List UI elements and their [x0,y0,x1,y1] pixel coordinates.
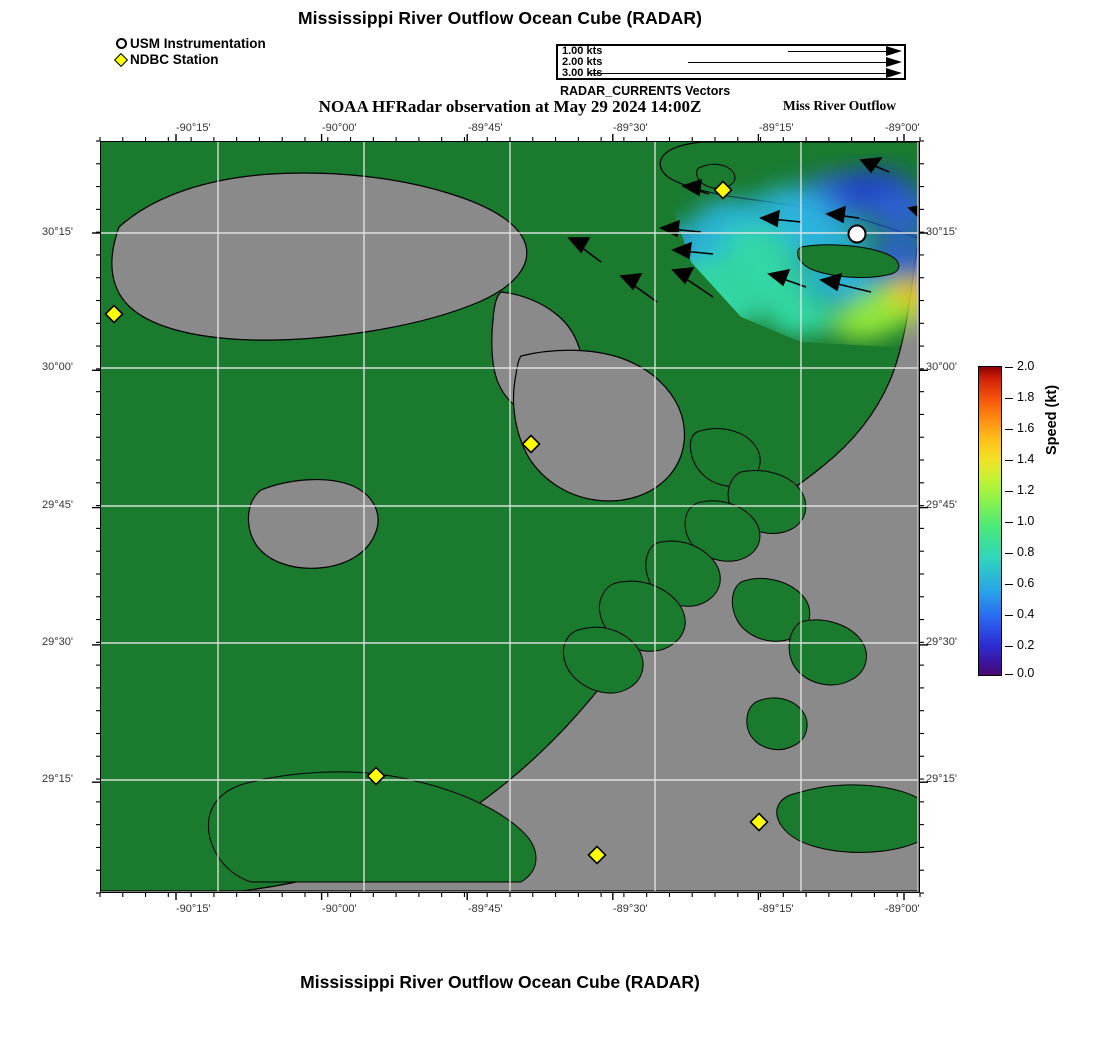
colorbar-tick-label: 1.6 [1017,421,1035,435]
colorbar-gradient: 2.0 1.8 1.6 1.4 1.2 1.0 0.8 0.6 0.4 0.2 … [978,359,1034,680]
lat-tick-label: 29°15' [926,773,957,785]
legend-item-ndbc-label: NDBC Station [130,52,219,67]
diamond-marker-icon [112,52,130,67]
vector-legend-caption: RADAR_CURRENTS Vectors [560,84,731,98]
vector-arrowhead [886,46,902,56]
colorbar-tick-label: 1.2 [1017,483,1035,497]
colorbar-tick-label: 0.0 [1017,666,1035,680]
vector-arrowhead [886,68,902,78]
lon-tick-label: -90°00' [322,122,357,134]
lon-tick-label: -90°15' [176,903,211,915]
vector-scale-label-2: 2.00 kts [562,56,603,68]
vector-arrowhead [886,57,902,67]
ndbc-station-marker [713,180,733,200]
ndbc-station-markers[interactable] [104,180,769,865]
legend-item-usm-label: USM Instrumentation [130,36,266,51]
lon-tick-label: -89°45' [468,903,503,915]
marker-legend: USM Instrumentation NDBC Station [112,36,266,68]
colorbar: 2.0 1.8 1.6 1.4 1.2 1.0 0.8 0.6 0.4 0.2 … [978,359,1034,680]
lon-tick-label: -89°00' [885,903,920,915]
lat-tick-label: 29°15' [42,773,73,785]
vector-scale-row: 2.00 kts [558,56,904,68]
current-vector [767,268,807,288]
lat-tick-label: 29°45' [42,499,73,511]
map-landmasses [111,172,686,569]
current-vector [567,237,602,263]
lon-tick-label: -89°30' [613,122,648,134]
vector-scale-row: 1.00 kts [558,45,904,57]
vector-shaft [788,51,888,52]
legend-item-usm: USM Instrumentation [112,36,266,51]
lat-tick-label: 30°15' [926,226,957,238]
current-vectors [567,157,918,303]
current-vector [907,205,918,218]
lat-tick-label: 29°30' [42,636,73,648]
observation-subtitle: NOAA HFRadar observation at May 29 2024 … [318,97,702,116]
vector-shaft [688,62,888,63]
current-vector [759,209,802,228]
vector-scale-label-3: 3.00 kts [562,67,603,79]
vector-scale-legend: 1.00 kts 2.00 kts 3.00 kts [556,44,906,80]
current-vector [819,272,872,293]
map-gridlines [101,142,918,891]
lat-tick-label: 30°00' [926,361,957,373]
current-vector [659,219,702,238]
current-vector [681,178,710,197]
map-plot-area[interactable] [100,141,920,893]
colorbar-tick-label: 0.2 [1017,638,1035,652]
current-vector [671,241,714,260]
page-title: Mississippi River Outflow Ocean Cube (RA… [297,8,703,28]
colorbar-title: Speed (kt) [1044,384,1060,455]
footer-title: Mississippi River Outflow Ocean Cube (RA… [300,972,700,992]
vector-scale-row: 3.00 kts [558,67,904,79]
lon-tick-label: -89°15' [759,903,794,915]
colorbar-tick-label: 0.8 [1017,545,1035,559]
dataset-name-label: Miss River Outflow [783,98,896,113]
lat-tick-label: 29°30' [926,636,957,648]
colorbar-tick-label: 0.4 [1017,607,1035,621]
colorbar-tick-label: 1.4 [1017,452,1035,466]
lon-tick-label: -89°30' [613,903,648,915]
vector-scale-label-1: 1.00 kts [562,45,603,57]
current-vector [825,205,860,224]
lon-tick-label: -89°45' [468,122,503,134]
colorbar-tick-label: 0.6 [1017,576,1035,590]
lon-tick-label: -90°00' [322,903,357,915]
colorbar-tick-label: 2.0 [1017,359,1035,373]
current-vector [671,267,714,298]
lon-tick-label: -89°15' [759,122,794,134]
map-canvas [101,142,918,891]
ndbc-station-marker [366,766,386,786]
ndbc-station-marker [749,812,769,832]
usm-instrumentation-marker[interactable] [847,224,867,244]
ndbc-station-marker [587,845,607,865]
circle-marker-icon [112,36,130,51]
ndbc-station-marker [521,434,541,454]
lon-tick-label: -89°00' [885,122,920,134]
legend-item-ndbc: NDBC Station [112,52,266,67]
current-vector [619,273,658,303]
colorbar-tick-label: 1.0 [1017,514,1035,528]
lon-tick-label: -90°15' [176,122,211,134]
lat-tick-label: 30°15' [42,226,73,238]
lat-tick-label: 30°00' [42,361,73,373]
lat-tick-label: 29°45' [926,499,957,511]
vector-shaft [588,73,888,74]
colorbar-tick-label: 1.8 [1017,390,1035,404]
map-islands-overlay [696,163,900,278]
usm-instrumentation-markers[interactable] [847,224,867,244]
current-vector [859,157,890,174]
ndbc-station-marker [104,304,124,324]
